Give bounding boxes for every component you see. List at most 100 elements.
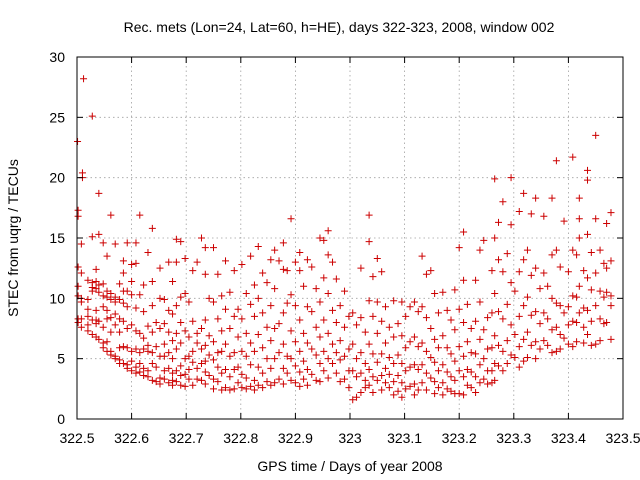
data-point (275, 320, 283, 328)
data-point (544, 282, 552, 290)
data-point (247, 252, 255, 260)
data-point (247, 361, 255, 369)
data-point (238, 315, 246, 323)
data-point (491, 376, 499, 384)
data-point (263, 355, 271, 363)
data-point (222, 366, 230, 374)
data-point (136, 291, 144, 299)
data-point (148, 328, 156, 336)
data-point (218, 347, 226, 355)
data-point (144, 373, 152, 381)
data-point (564, 321, 572, 329)
data-point (88, 233, 96, 241)
data-point (332, 349, 340, 357)
data-point (205, 294, 213, 302)
data-point (238, 370, 246, 378)
data-point (169, 337, 177, 345)
data-point (152, 318, 160, 326)
data-point (107, 328, 115, 336)
data-point (394, 372, 402, 380)
data-point (324, 251, 332, 259)
data-point (447, 316, 455, 324)
data-point (476, 246, 484, 254)
data-point (74, 282, 82, 290)
data-point (193, 364, 201, 372)
data-point (111, 321, 119, 329)
data-point (172, 302, 180, 310)
data-point (84, 305, 92, 313)
data-point (267, 256, 275, 264)
data-point (275, 257, 283, 265)
data-point (552, 299, 560, 307)
data-point (460, 228, 468, 236)
data-point (160, 367, 168, 375)
data-point (381, 364, 389, 372)
data-point (291, 338, 299, 346)
data-point (201, 380, 209, 388)
data-point (123, 325, 131, 332)
data-point (324, 374, 332, 382)
data-point (548, 194, 556, 202)
data-point (324, 355, 332, 363)
data-point (390, 359, 398, 367)
data-point (259, 344, 267, 352)
data-point (564, 268, 572, 276)
data-point (472, 317, 480, 325)
data-point (177, 381, 185, 389)
data-point (584, 331, 592, 339)
data-point (99, 344, 107, 352)
data-point (520, 357, 528, 365)
data-point (418, 303, 426, 311)
data-point (569, 317, 577, 325)
data-point (390, 333, 398, 341)
data-point (214, 270, 222, 278)
data-point (536, 345, 544, 353)
data-point (103, 287, 111, 295)
data-point (515, 363, 523, 371)
data-point (548, 326, 556, 334)
data-point (181, 355, 189, 363)
data-point (476, 335, 484, 343)
data-point (144, 322, 152, 330)
data-point (592, 269, 600, 277)
data-point (427, 353, 435, 361)
data-point (123, 239, 131, 247)
data-point (394, 320, 402, 328)
data-point (185, 352, 193, 360)
data-point (320, 347, 328, 355)
data-point (275, 375, 283, 383)
data-point (499, 268, 507, 276)
data-point (136, 211, 144, 219)
data-point (103, 252, 111, 260)
data-point (250, 347, 258, 355)
data-point (247, 382, 255, 390)
data-point (491, 234, 499, 242)
axis-ticks (76, 56, 624, 420)
data-point (434, 309, 442, 317)
data-point (156, 294, 164, 302)
data-point (349, 309, 357, 317)
data-point (390, 391, 398, 399)
data-point (556, 331, 564, 339)
data-point (165, 306, 173, 314)
data-point (414, 308, 422, 316)
data-point (385, 323, 393, 331)
data-point (536, 285, 544, 293)
data-point (385, 353, 393, 361)
data-point (378, 268, 386, 276)
data-point (140, 364, 148, 372)
data-point (140, 345, 148, 353)
data-point (259, 269, 267, 277)
data-point (414, 386, 422, 394)
data-point (336, 378, 344, 386)
data-point (160, 320, 168, 328)
data-point (488, 267, 496, 275)
data-point (300, 282, 308, 290)
data-point (580, 267, 588, 275)
data-point (431, 378, 439, 386)
data-point (443, 368, 451, 376)
data-point (369, 350, 377, 358)
data-point (434, 367, 442, 375)
data-point (398, 298, 406, 306)
x-tick-label: 322.8 (223, 430, 258, 446)
